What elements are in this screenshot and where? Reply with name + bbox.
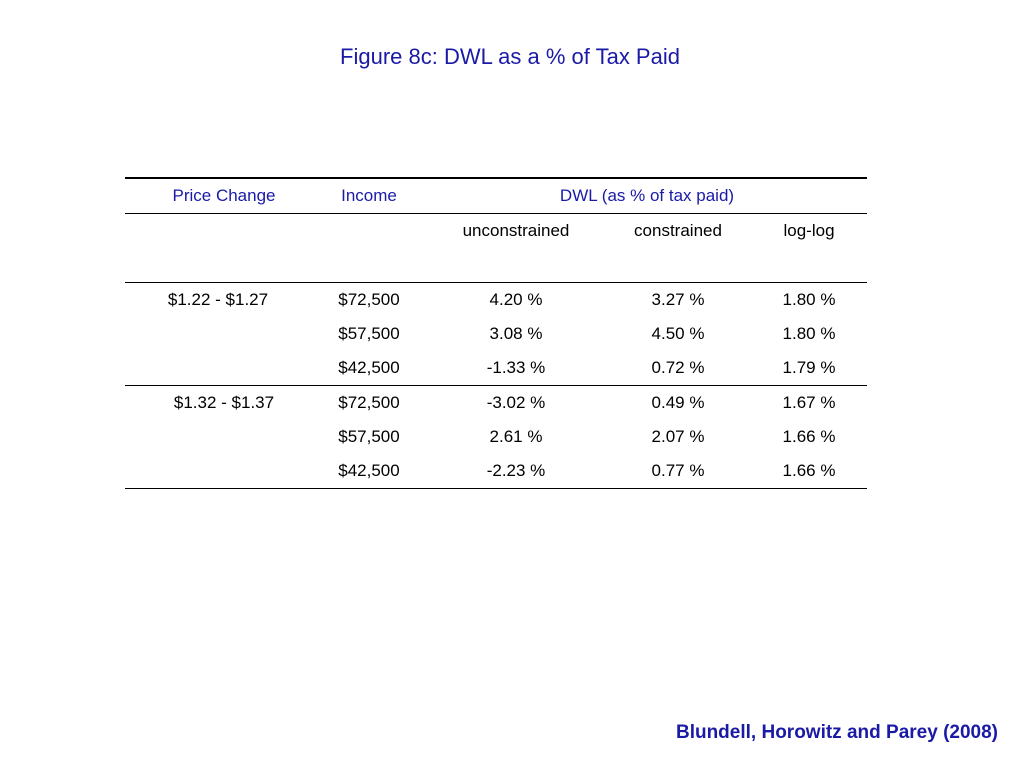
dwl-table-container: Price Change Income DWL (as % of tax pai… (125, 177, 868, 489)
cell-price (125, 420, 311, 454)
table-row: $1.32 - $1.37 $72,500 -3.02 % 0.49 % 1.6… (125, 386, 867, 421)
cell-unconstrained: 4.20 % (489, 290, 543, 309)
page-title: Figure 8c: DWL as a % of Tax Paid (340, 44, 680, 69)
subheader-constrained: constrained (634, 221, 722, 240)
citation: Blundell, Horowitz and Parey (2008) (675, 722, 998, 743)
cell-loglog: 1.79 % (751, 351, 868, 386)
dwl-table: Price Change Income DWL (as % of tax pai… (125, 177, 868, 489)
cell-unconstrained: 3.08 % (489, 324, 543, 343)
header-price-change: Price Change (125, 177, 311, 214)
cell-income: $72,500 (338, 393, 400, 412)
cell-constrained: 0.77 % (605, 454, 751, 489)
cell-income: $42,500 (311, 351, 427, 386)
cell-unconstrained: -2.23 % (427, 454, 605, 489)
header-income: Income (311, 177, 427, 214)
cell-income: $57,500 (338, 324, 400, 343)
table-row: $1.22 - $1.27 $72,500 4.20 % 3.27 % 1.80… (125, 283, 867, 318)
table-row: $42,500 -1.33 % 0.72 % 1.79 % (125, 351, 868, 386)
cell-loglog: 1.80 % (782, 324, 836, 343)
cell-constrained: 0.72 % (605, 351, 751, 386)
subheader-unconstrained: unconstrained (462, 221, 570, 240)
table-spacer-row (125, 248, 868, 283)
cell-loglog: 1.80 % (782, 290, 836, 309)
cell-price (125, 454, 311, 489)
cell-unconstrained: -1.33 % (427, 351, 605, 386)
cell-constrained: 3.27 % (651, 290, 705, 309)
table-row: $57,500 3.08 % 4.50 % 1.80 % (125, 317, 867, 351)
cell-price: $1.22 - $1.27 (167, 290, 269, 309)
table-header-row: Price Change Income DWL (as % of tax pai… (125, 177, 868, 214)
header-dwl: DWL (as % of tax paid) (427, 177, 868, 214)
table-row: $42,500 -2.23 % 0.77 % 1.66 % (125, 454, 868, 489)
cell-price: $1.32 - $1.37 (173, 393, 275, 412)
cell-loglog: 1.67 % (782, 393, 836, 412)
cell-income: $57,500 (338, 427, 400, 446)
cell-constrained: 0.49 % (651, 393, 705, 412)
cell-constrained: 4.50 % (651, 324, 705, 343)
subheader-loglog: log-log (783, 221, 835, 240)
table-row: $57,500 2.61 % 2.07 % 1.66 % (125, 420, 867, 454)
cell-income: $42,500 (311, 454, 427, 489)
cell-price (125, 317, 311, 351)
table-subheader-row: unconstrained constrained log-log (125, 214, 867, 249)
cell-loglog: 1.66 % (751, 454, 868, 489)
cell-constrained: 2.07 % (651, 427, 705, 446)
cell-income: $72,500 (338, 290, 400, 309)
cell-loglog: 1.66 % (782, 427, 836, 446)
cell-unconstrained: -3.02 % (486, 393, 546, 412)
cell-price (125, 351, 311, 386)
cell-unconstrained: 2.61 % (489, 427, 543, 446)
